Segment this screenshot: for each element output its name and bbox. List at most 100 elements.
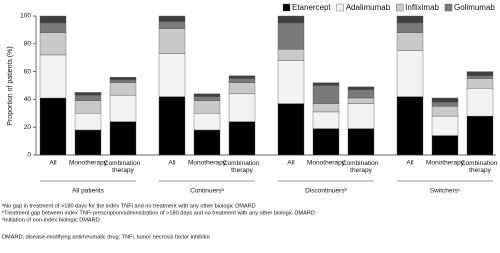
bar-segment xyxy=(396,15,424,24)
bar-segment xyxy=(466,78,494,89)
x-tick-label: Monotherapy xyxy=(69,160,108,167)
bar-segment xyxy=(431,115,459,136)
bar-segment xyxy=(74,92,102,96)
x-tick-label: All xyxy=(406,160,414,167)
x-tick-label: Combination therapy xyxy=(461,160,499,174)
bar-segment xyxy=(109,79,137,83)
x-tick-label: Monotherapy xyxy=(426,160,465,167)
bar-segment xyxy=(431,135,459,156)
bar-segment xyxy=(277,103,305,156)
x-tick-label-line: Combination xyxy=(461,160,499,167)
bar-segment xyxy=(347,103,375,129)
bar-segment xyxy=(277,60,305,104)
bar-segment xyxy=(74,129,102,156)
bar-segment xyxy=(277,22,305,50)
legend-label: Etanercept xyxy=(292,3,331,12)
group-label: Continuersᵃ xyxy=(190,188,224,195)
legend: EtanerceptAdalimumabInfliximabGolimumabC… xyxy=(282,3,495,12)
bar-segment xyxy=(396,96,424,156)
x-tick-label-line: Combination xyxy=(342,160,380,167)
bar-segment xyxy=(228,121,256,156)
bar-segment xyxy=(312,111,340,129)
footnote: ᵇTreatment gap between index TNFi prescr… xyxy=(2,209,315,216)
bar-segment xyxy=(74,100,102,114)
bar-segment xyxy=(312,103,340,113)
legend-swatch xyxy=(336,3,344,12)
bar-segment xyxy=(312,128,340,156)
x-tick-label: All xyxy=(287,160,295,167)
x-tick-label-line: therapy xyxy=(469,167,491,174)
bar-segment xyxy=(466,71,494,76)
bar-segment xyxy=(431,101,459,107)
bar-segment xyxy=(158,21,186,29)
group-label: Discontinuersᵇ xyxy=(305,188,347,195)
y-tick-label: 40 xyxy=(24,96,32,103)
x-tick-label-line: therapy xyxy=(231,167,253,174)
bar-segment xyxy=(109,121,137,156)
bar-segment xyxy=(193,96,221,101)
bar-segment xyxy=(158,15,186,22)
bar-segment xyxy=(158,96,186,156)
y-tick-label: 60 xyxy=(24,68,32,75)
bar-segment xyxy=(39,54,67,99)
bar-segment xyxy=(466,115,494,156)
bar-segment xyxy=(193,129,221,156)
bar-segment xyxy=(74,95,102,101)
legend-swatch xyxy=(395,3,404,12)
x-tick-label: Combination therapy xyxy=(104,160,142,174)
x-tick-label-line: Combination xyxy=(104,160,142,167)
x-tick-label-line: Combination xyxy=(223,160,261,167)
legend-swatch xyxy=(282,3,291,12)
y-tick-label: 80 xyxy=(24,41,32,48)
x-tick-label: Combination therapy xyxy=(342,160,380,174)
bar-segment xyxy=(158,53,186,97)
bar-segment xyxy=(277,49,305,61)
bar-segment xyxy=(193,93,221,97)
legend-label: Adalimumab xyxy=(346,3,391,12)
bar-segment xyxy=(193,100,221,114)
x-tick-label: All xyxy=(168,160,176,167)
legend-label: Golimumab xyxy=(454,3,495,12)
bar-segment xyxy=(39,22,67,33)
bar-segment xyxy=(193,113,221,131)
footnote: ᶜInitiation of non-index biologic DMARD xyxy=(2,217,100,223)
y-tick-label: 0 xyxy=(27,152,31,159)
bar-segment xyxy=(277,15,305,24)
bar-segment xyxy=(228,82,256,95)
y-tick-label: 100 xyxy=(20,13,31,20)
bar-segment xyxy=(39,15,67,24)
group-label: All patients xyxy=(72,188,105,195)
bar-segment xyxy=(74,113,102,131)
bar-segment xyxy=(109,76,137,81)
bar-segment xyxy=(39,32,67,56)
legend-label: Infliximab xyxy=(405,3,439,12)
y-axis-label: Proportion of patients (%) xyxy=(7,46,14,125)
bar-segment xyxy=(158,28,186,54)
bar-segment xyxy=(347,97,375,104)
group-label: Switchersᶜ xyxy=(430,188,461,195)
bar-segment xyxy=(312,85,340,104)
bar-segment xyxy=(109,95,137,122)
y-tick-label: 20 xyxy=(24,124,32,131)
x-tick-label: Combination therapy xyxy=(223,160,261,174)
x-tick-label: Monotherapy xyxy=(188,160,227,167)
bar-segment xyxy=(396,32,424,51)
x-tick-label: Monotherapy xyxy=(307,160,346,167)
bar-segment xyxy=(347,86,375,90)
x-tick-label-line: therapy xyxy=(350,167,372,174)
x-tick-label-line: therapy xyxy=(112,167,134,174)
bar-segment xyxy=(228,75,256,79)
bar-segment xyxy=(431,97,459,103)
x-tick-label: All xyxy=(49,160,57,167)
bar-segment xyxy=(347,89,375,99)
bar-segment xyxy=(431,106,459,117)
footnote: ᵃNo gap in treatment of >180 days for th… xyxy=(2,203,256,209)
footnote: DMARD, disease-modifying antirheumatic d… xyxy=(2,234,210,240)
bar-segment xyxy=(109,82,137,96)
bar-segment xyxy=(466,75,494,79)
bar-segment xyxy=(466,88,494,117)
legend-swatch xyxy=(444,3,453,12)
bar-segment xyxy=(228,93,256,122)
bar-segment xyxy=(347,128,375,156)
